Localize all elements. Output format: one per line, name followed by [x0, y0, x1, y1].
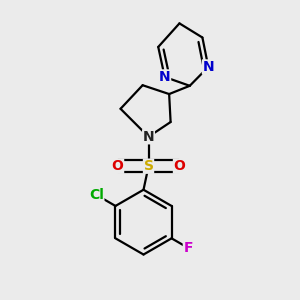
- Text: N: N: [202, 60, 214, 74]
- Text: O: O: [112, 159, 124, 173]
- Text: S: S: [143, 159, 154, 173]
- Text: Cl: Cl: [89, 188, 104, 202]
- Text: N: N: [143, 130, 154, 144]
- Text: O: O: [173, 159, 185, 173]
- Text: F: F: [183, 241, 193, 255]
- Text: N: N: [159, 70, 170, 84]
